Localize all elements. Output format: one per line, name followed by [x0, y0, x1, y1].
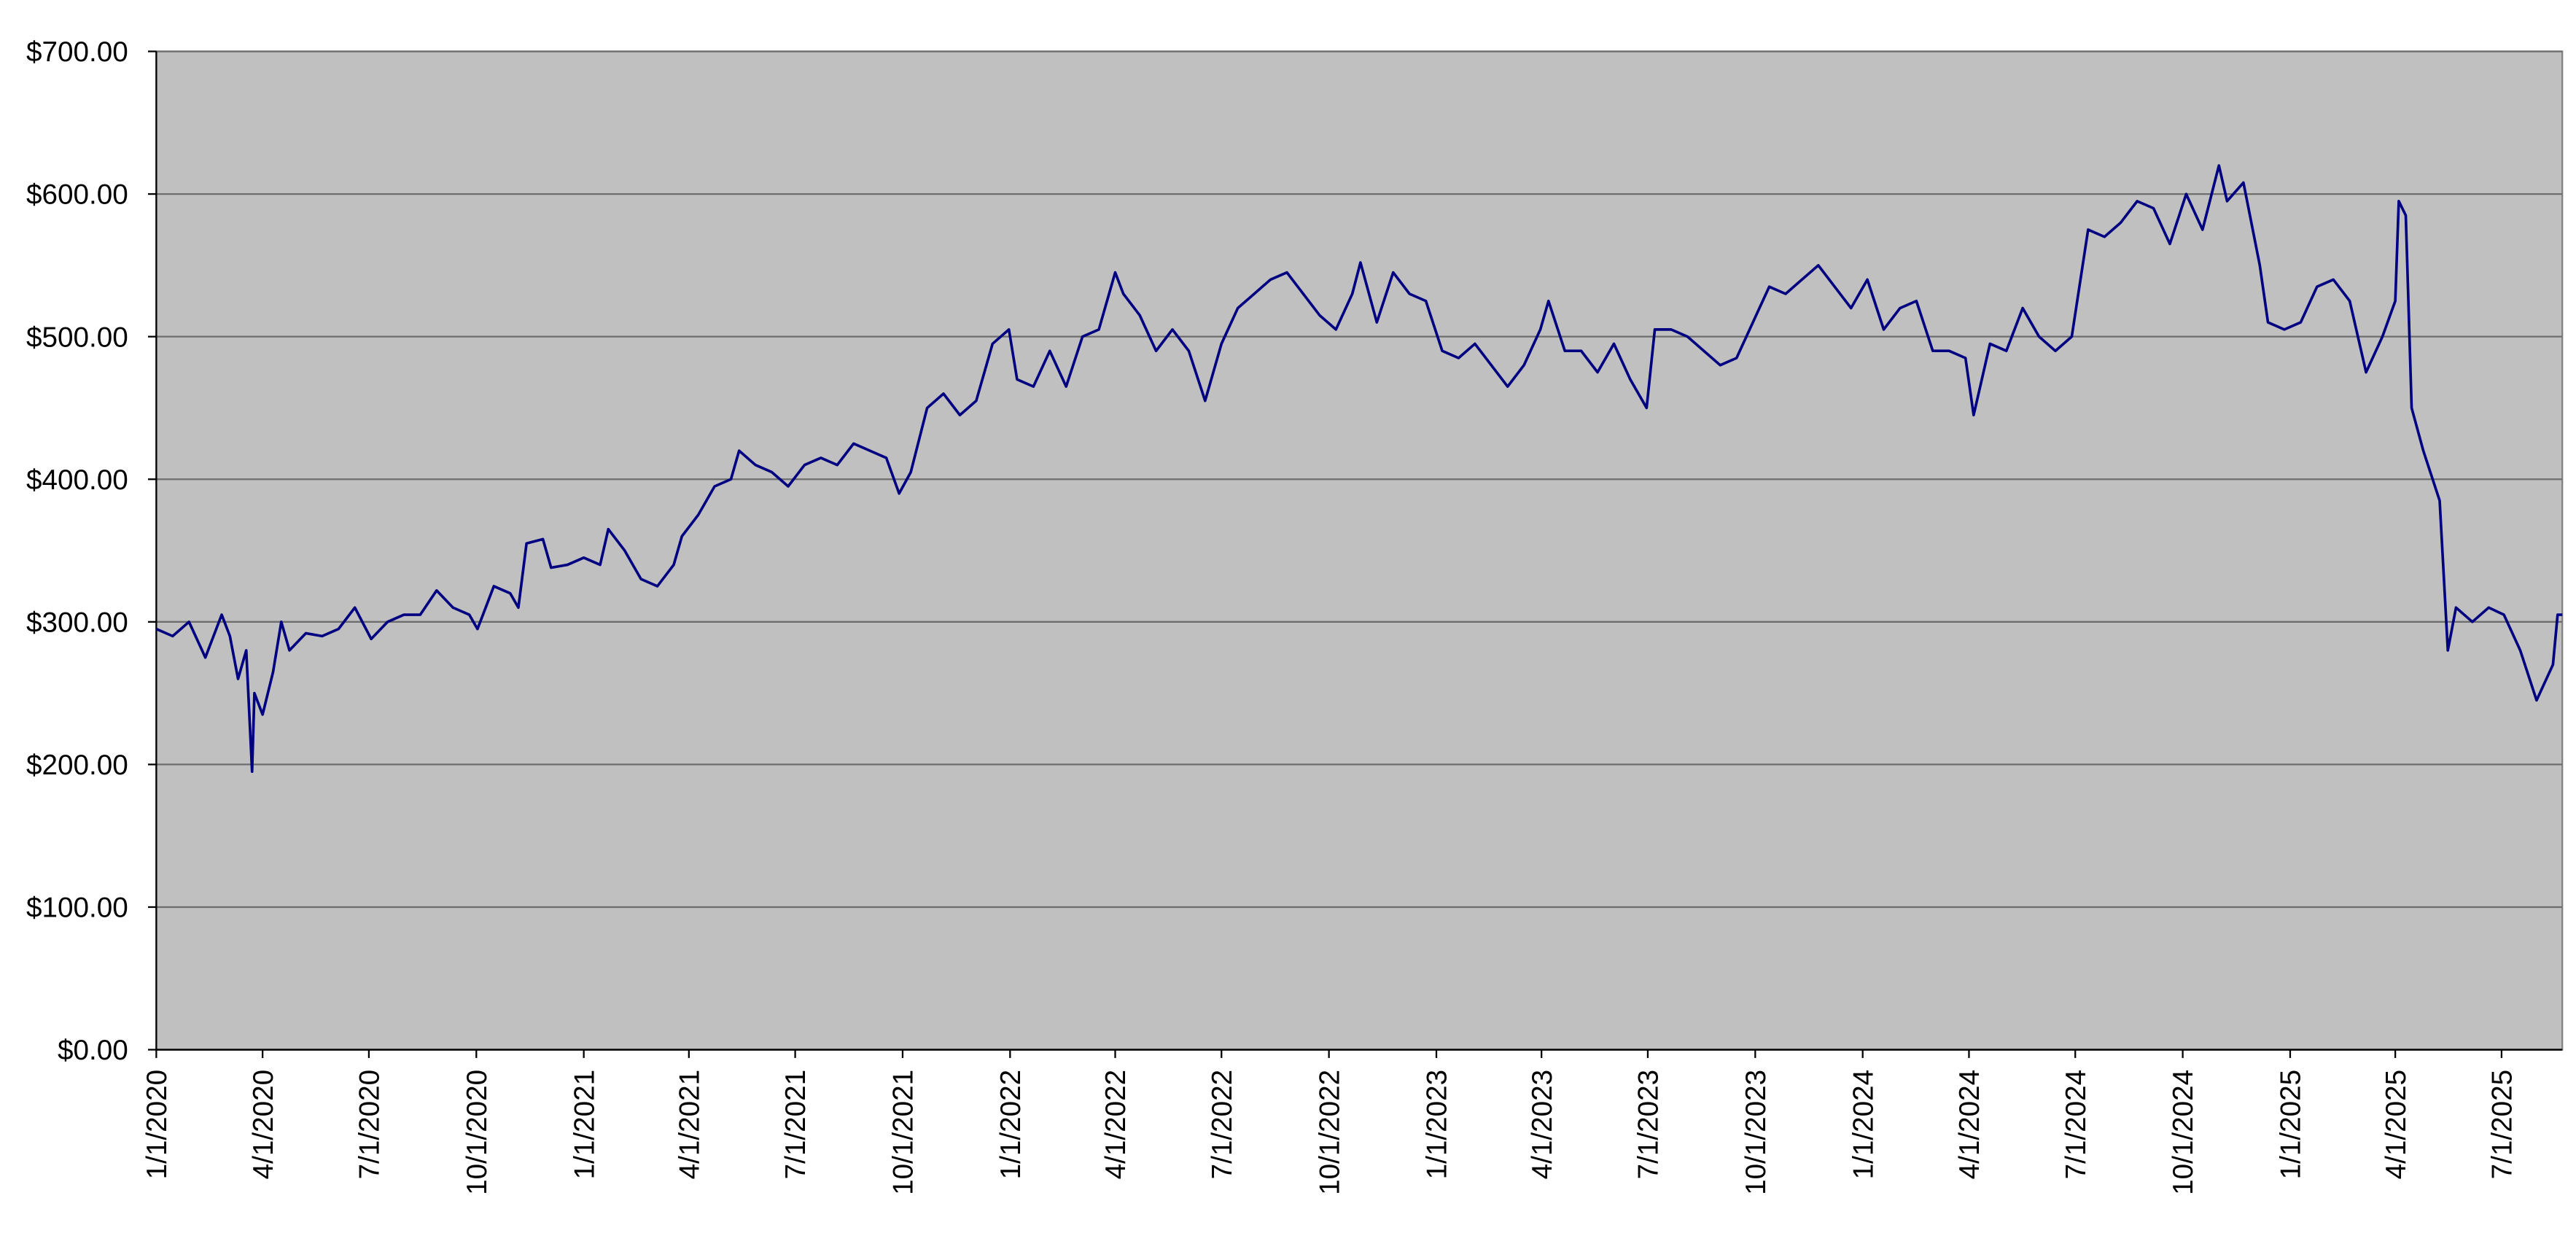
x-tick-label: 1/1/2025: [2276, 1070, 2307, 1179]
y-tick-label: $100.00: [26, 893, 128, 924]
x-tick-label: 4/1/2025: [2381, 1070, 2412, 1179]
x-tick-label: 10/1/2023: [1740, 1070, 1772, 1195]
plot-area: [155, 50, 2564, 1051]
x-tick-label: 7/1/2024: [2061, 1070, 2092, 1179]
x-tick-label: 4/1/2022: [1100, 1070, 1132, 1179]
x-tick-label: 7/1/2020: [354, 1070, 386, 1179]
x-tick-label: 4/1/2021: [674, 1070, 705, 1179]
x-tick-label: 7/1/2023: [1633, 1070, 1665, 1179]
y-tick-label: $600.00: [26, 179, 128, 211]
x-tick-label: 7/1/2025: [2487, 1070, 2518, 1179]
x-tick-label: 4/1/2023: [1527, 1070, 1558, 1179]
x-tick-label: 1/1/2024: [1848, 1070, 1879, 1179]
price-line: [155, 164, 2563, 773]
x-tick-label: 10/1/2021: [888, 1070, 919, 1195]
x-tick-label: 10/1/2022: [1314, 1070, 1345, 1195]
x-tick-label: 7/1/2021: [780, 1070, 812, 1179]
x-tick-label: 1/1/2020: [141, 1070, 173, 1179]
y-tick-label: $300.00: [26, 607, 128, 638]
y-tick-label: $200.00: [26, 750, 128, 781]
x-tick-label: 7/1/2022: [1207, 1070, 1238, 1179]
y-tick-label: $500.00: [26, 322, 128, 353]
y-tick-label: $0.00: [58, 1035, 128, 1066]
x-tick-label: 4/1/2020: [248, 1070, 279, 1179]
x-tick-label: 1/1/2022: [995, 1070, 1027, 1179]
x-tick-label: 4/1/2024: [1954, 1070, 1985, 1179]
y-tick-label: $400.00: [26, 464, 128, 496]
x-tick-label: 1/1/2023: [1422, 1070, 1453, 1179]
y-tick-label: $700.00: [26, 36, 128, 68]
x-tick-label: 1/1/2021: [569, 1070, 600, 1179]
x-tick-label: 10/1/2024: [2168, 1070, 2199, 1195]
x-tick-label: 10/1/2020: [462, 1070, 493, 1195]
